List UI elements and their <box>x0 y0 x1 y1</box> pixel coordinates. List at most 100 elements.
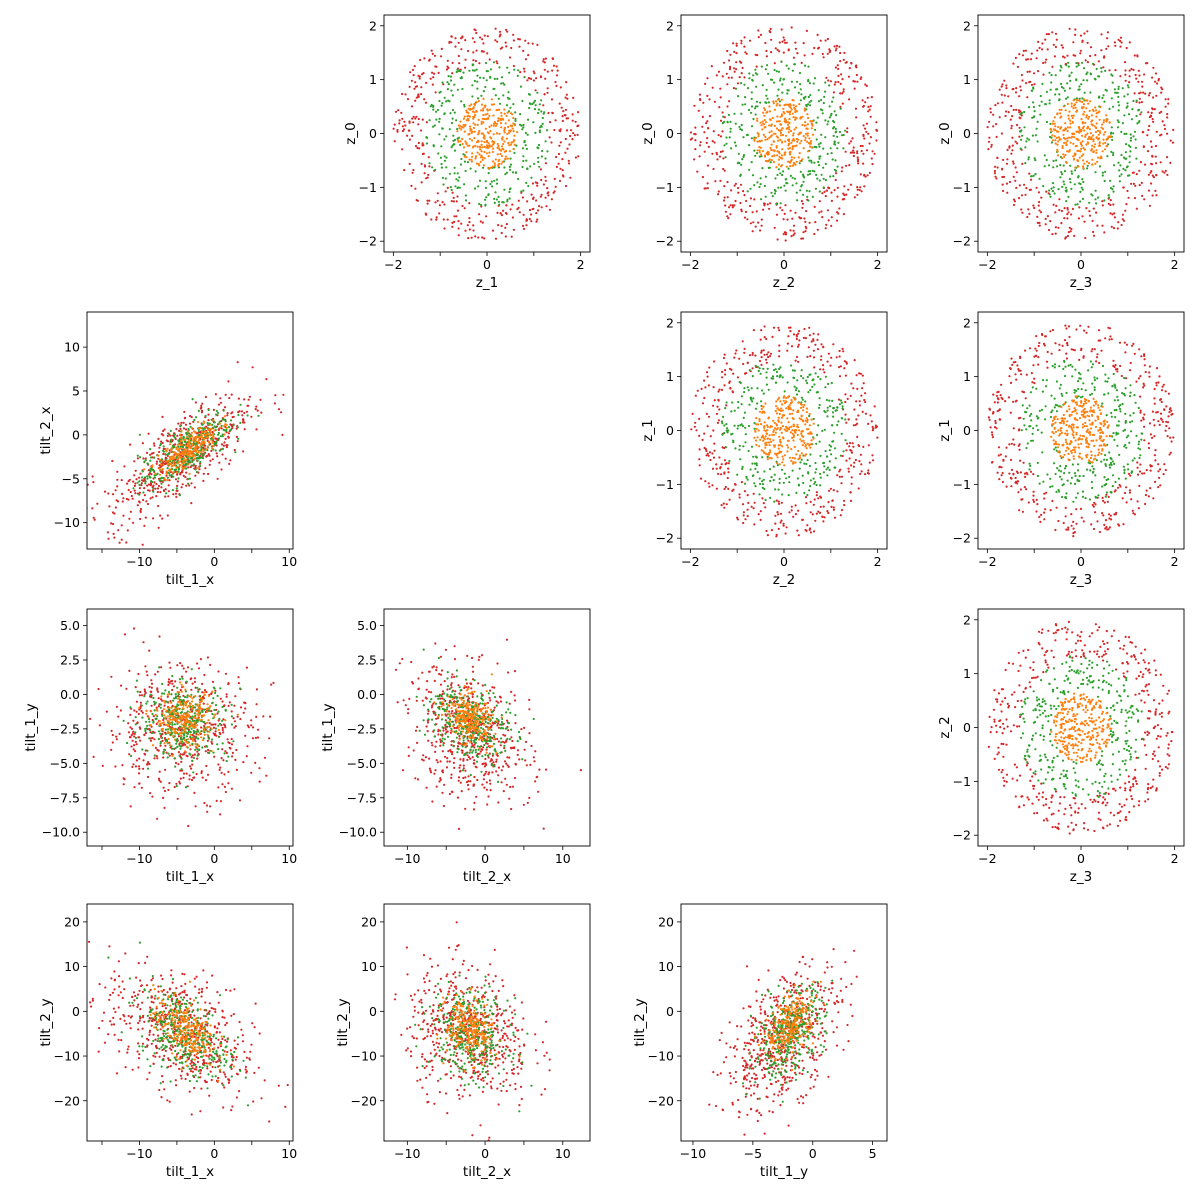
data-point <box>499 152 502 156</box>
data-point <box>716 158 719 161</box>
data-point <box>458 124 461 127</box>
data-point <box>738 125 741 128</box>
data-point <box>571 138 574 141</box>
data-point <box>431 52 434 56</box>
data-point <box>820 355 823 358</box>
data-point <box>840 170 843 173</box>
points-layer <box>392 27 580 240</box>
data-point <box>819 484 822 487</box>
data-point <box>739 381 742 385</box>
data-point <box>711 140 714 143</box>
data-point <box>793 232 796 235</box>
data-point <box>237 413 240 417</box>
data-point <box>863 398 866 402</box>
data-point <box>756 117 759 120</box>
data-point <box>441 176 444 179</box>
data-point <box>1093 145 1096 149</box>
data-point <box>858 188 861 192</box>
data-point <box>469 108 472 111</box>
data-point <box>191 398 194 401</box>
data-point <box>779 186 783 189</box>
data-point <box>1166 113 1169 116</box>
data-point <box>855 73 859 77</box>
data-point <box>1156 82 1159 85</box>
data-point <box>220 443 224 446</box>
data-point <box>458 186 461 189</box>
data-point <box>149 497 152 500</box>
data-point <box>743 45 746 48</box>
data-point <box>804 220 807 223</box>
data-point <box>735 52 738 55</box>
data-point <box>544 175 547 178</box>
data-point <box>250 415 253 418</box>
data-point <box>1028 81 1031 84</box>
data-point <box>732 372 735 375</box>
data-point <box>861 374 864 377</box>
data-point <box>703 396 706 400</box>
data-point <box>208 463 211 466</box>
data-point <box>850 476 853 479</box>
data-point <box>845 449 848 452</box>
data-point <box>749 222 753 225</box>
data-point <box>842 88 845 91</box>
data-point <box>787 147 790 150</box>
y-tick-label: −1 <box>656 180 674 195</box>
data-point <box>800 200 804 203</box>
data-point <box>745 199 748 203</box>
data-point <box>807 156 810 159</box>
data-point <box>412 121 415 124</box>
data-point <box>1128 69 1131 72</box>
data-point <box>1043 165 1046 168</box>
data-point <box>990 145 993 148</box>
data-point <box>147 432 150 435</box>
data-point <box>1098 141 1101 144</box>
data-point <box>736 82 740 85</box>
data-point <box>200 406 203 409</box>
data-point <box>1083 91 1086 94</box>
data-point <box>717 398 720 401</box>
data-point <box>772 479 775 482</box>
data-point <box>1146 150 1150 153</box>
data-point <box>733 112 736 115</box>
data-point <box>1082 113 1085 116</box>
data-point <box>538 129 541 132</box>
data-point <box>175 471 178 474</box>
data-point <box>213 429 216 432</box>
data-point <box>721 433 724 436</box>
data-point <box>763 202 766 205</box>
data-point <box>160 458 164 461</box>
data-point <box>754 72 757 75</box>
data-point <box>750 505 753 508</box>
data-point <box>1086 99 1089 102</box>
data-point <box>1072 99 1075 102</box>
data-point <box>759 229 762 232</box>
data-point <box>831 100 834 103</box>
data-point <box>504 155 508 158</box>
data-point <box>486 117 489 120</box>
data-point <box>221 447 224 450</box>
data-point <box>534 89 537 92</box>
data-point <box>1153 108 1156 111</box>
data-point <box>800 237 803 240</box>
data-point <box>761 167 764 170</box>
data-point <box>198 456 202 459</box>
data-point <box>1063 207 1066 210</box>
data-point <box>765 358 768 361</box>
data-point <box>701 115 705 118</box>
data-point <box>1119 164 1122 167</box>
data-point <box>483 135 486 138</box>
data-point <box>225 426 228 429</box>
data-point <box>1053 122 1056 125</box>
data-point <box>1078 88 1081 91</box>
data-point <box>1068 110 1071 113</box>
data-point <box>703 379 706 382</box>
data-point <box>514 119 517 122</box>
data-point <box>1032 174 1035 177</box>
data-point <box>718 388 721 391</box>
data-point <box>481 146 484 149</box>
data-point <box>850 151 854 154</box>
data-point <box>761 480 764 483</box>
data-point <box>136 481 139 484</box>
data-point <box>438 120 441 123</box>
